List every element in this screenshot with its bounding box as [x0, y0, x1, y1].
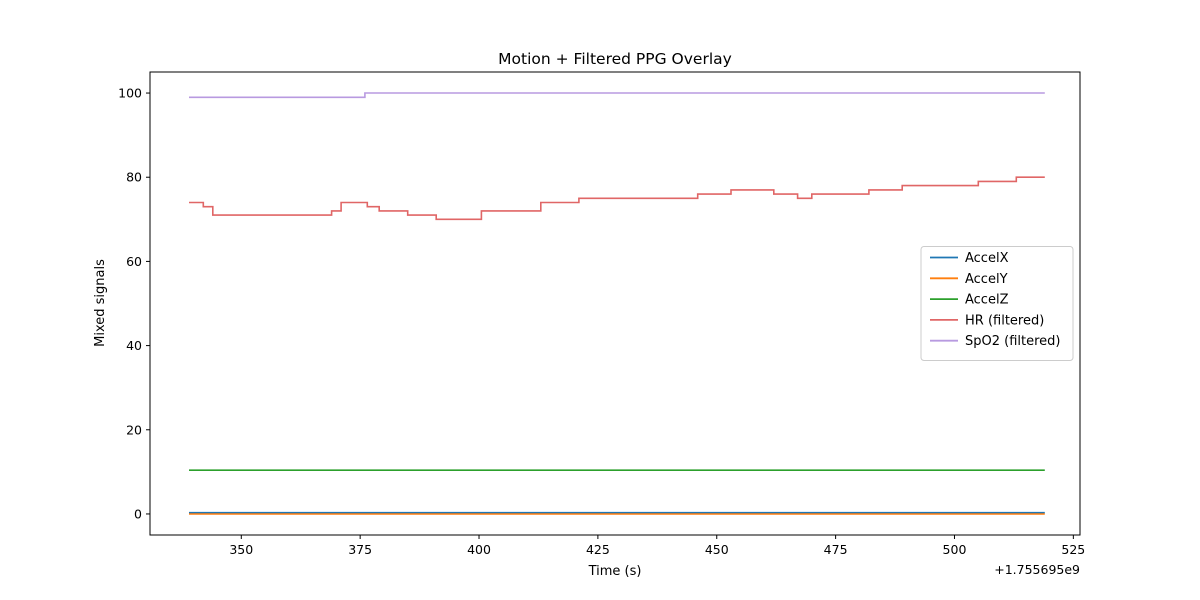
y-axis-label: Mixed signals: [93, 259, 108, 347]
y-tick-label: 100: [118, 86, 142, 101]
y-tick-label: 60: [126, 254, 142, 269]
y-tick-label: 40: [126, 338, 142, 353]
x-tick-label: 350: [229, 542, 253, 557]
plot-area: [149, 71, 1081, 536]
legend-label: SpO2 (filtered): [965, 334, 1061, 349]
x-tick-label: 525: [1061, 542, 1085, 557]
series-line-hr-filtered: [189, 176, 1045, 221]
y-tick-label: 20: [126, 422, 142, 437]
x-offset-label: +1.755695e9: [994, 562, 1080, 577]
plot-frame: [149, 71, 1081, 536]
legend-box: [920, 246, 1074, 361]
y-axis: 0 20 40 60 80 100: [118, 86, 150, 521]
x-tick-label: 400: [467, 542, 491, 557]
x-tick-label: 500: [943, 542, 967, 557]
x-tick-label: 450: [705, 542, 729, 557]
y-tick-label: 80: [126, 170, 142, 185]
legend-label: AccelZ: [965, 293, 1009, 308]
series-layer: [189, 92, 1045, 515]
legend-label: AccelY: [965, 272, 1008, 287]
x-axis-label: Time (s): [588, 564, 642, 579]
legend: AccelX AccelY AccelZ HR (filtered) SpO2 (fil…: [920, 246, 1074, 361]
series-line-spo2-filtered: [189, 92, 1045, 99]
x-tick-label: 475: [824, 542, 848, 557]
y-tick-label: 0: [134, 506, 142, 521]
legend-label: HR (filtered): [965, 313, 1044, 328]
x-tick-label: 425: [586, 542, 610, 557]
x-tick-label: 375: [348, 542, 372, 557]
chart-title: Motion + Filtered PPG Overlay: [498, 50, 732, 68]
legend-label: AccelX: [965, 251, 1009, 266]
x-axis: 350 375 400 425 450 475 500 525: [229, 535, 1085, 557]
